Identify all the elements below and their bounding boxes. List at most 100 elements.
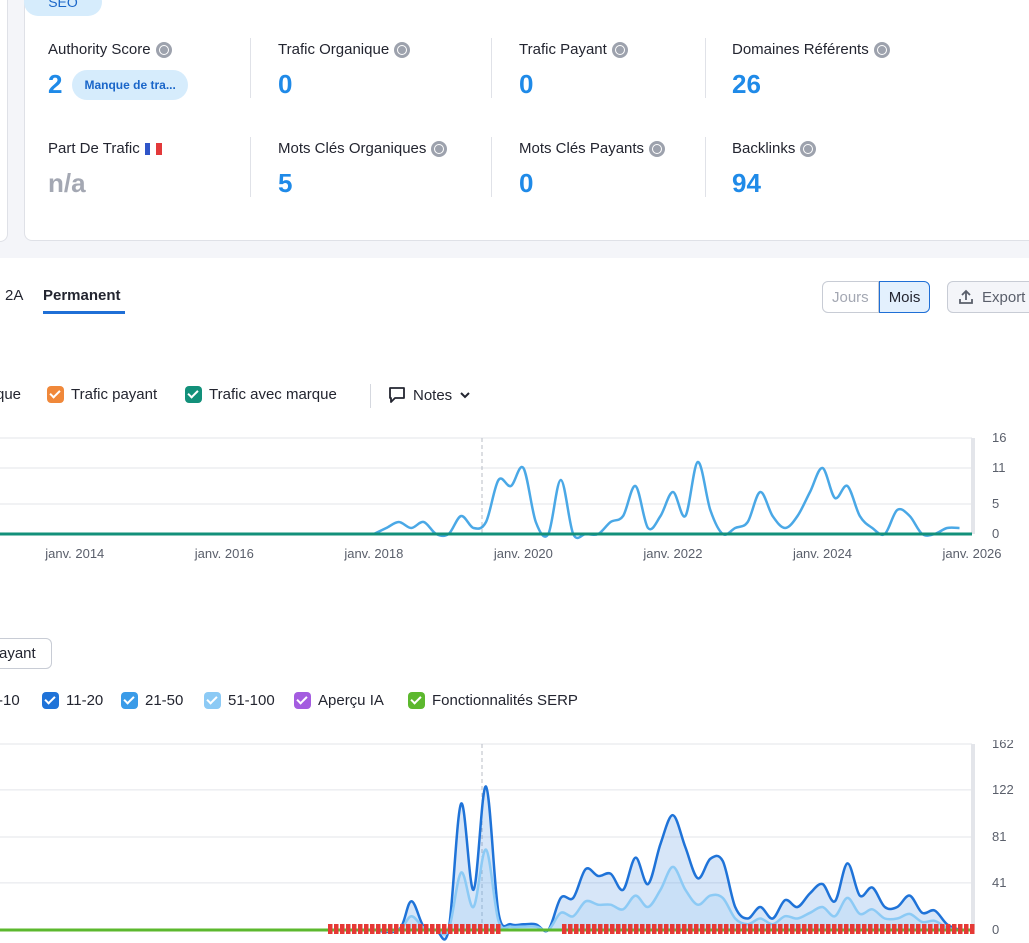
checkbox-icon — [294, 692, 311, 709]
legend-apercu-ia[interactable]: Aperçu IA — [294, 692, 384, 709]
tab-permanent[interactable]: Permanent — [43, 287, 121, 304]
serp-feature-marker — [952, 924, 957, 934]
payant-button[interactable]: ayant — [0, 638, 52, 669]
upload-icon — [959, 289, 973, 304]
serp-feature-marker — [406, 924, 411, 934]
serp-feature-marker — [376, 924, 381, 934]
y-tick-label: 0 — [992, 922, 999, 937]
serp-feature-marker — [814, 924, 819, 934]
legend-trafic-organique[interactable]: que — [0, 386, 21, 403]
legend-trafic-payant[interactable]: Trafic payant — [47, 386, 157, 403]
serp-feature-marker — [592, 924, 597, 934]
serp-feature-marker — [826, 924, 831, 934]
serp-feature-marker — [796, 924, 801, 934]
legend-11-20[interactable]: 11-20 — [42, 692, 103, 709]
serp-feature-marker — [394, 924, 399, 934]
series-area — [373, 849, 960, 935]
serp-feature-marker — [916, 924, 921, 934]
legend-label: 51-100 — [228, 692, 275, 709]
serp-feature-marker — [610, 924, 615, 934]
serp-feature-marker — [682, 924, 687, 934]
serp-feature-marker — [904, 924, 909, 934]
serp-feature-marker — [808, 924, 813, 934]
legend-21-50[interactable]: 21-50 — [121, 692, 183, 709]
metric-trafic-payant[interactable]: Trafic Payant 0 — [519, 41, 628, 100]
serp-feature-marker — [616, 924, 621, 934]
toggle-mois[interactable]: Mois — [878, 281, 931, 313]
serp-feature-marker — [844, 924, 849, 934]
serp-feature-marker — [898, 924, 903, 934]
y-tick-label: 41 — [992, 875, 1006, 890]
serp-feature-marker — [760, 924, 765, 934]
serp-feature-marker — [562, 924, 567, 934]
serp-feature-marker — [856, 924, 861, 934]
globe-icon — [800, 140, 817, 157]
x-tick-label: janv. 2020 — [493, 546, 553, 561]
metric-value: 0 — [519, 168, 534, 198]
export-button[interactable]: Export — [947, 281, 1029, 313]
serp-feature-marker — [424, 924, 429, 934]
tab-2a[interactable]: 2A — [5, 287, 24, 304]
y-tick-label: 5 — [992, 496, 999, 511]
metric-mots-cles-payants[interactable]: Mots Clés Payants 0 — [519, 140, 666, 199]
legend-label: 21-50 — [145, 692, 184, 709]
checkbox-icon — [47, 386, 64, 403]
metric-value: n/a — [48, 168, 86, 198]
serp-feature-marker — [718, 924, 723, 934]
y-tick-label: 81 — [992, 829, 1006, 844]
legend-fonctionnalites-serp[interactable]: Fonctionnalités SERP — [408, 692, 578, 709]
metric-label: Domaines Référents — [732, 41, 869, 58]
notes-label: Notes — [413, 386, 453, 404]
legend-top-10[interactable]: -10 — [0, 692, 20, 709]
serp-feature-marker — [430, 924, 435, 934]
serp-feature-marker — [364, 924, 369, 934]
metric-mots-cles-organiques[interactable]: Mots Clés Organiques 5 — [278, 140, 448, 199]
divider — [250, 137, 251, 197]
metric-backlinks[interactable]: Backlinks 94 — [732, 140, 817, 199]
serp-feature-marker — [496, 924, 501, 934]
toggle-jours[interactable]: Jours — [822, 281, 879, 313]
serp-feature-marker — [388, 924, 393, 934]
serp-feature-marker — [352, 924, 357, 934]
serp-feature-marker — [928, 924, 933, 934]
serp-feature-marker — [880, 924, 885, 934]
serp-feature-marker — [724, 924, 729, 934]
legend-trafic-avec-marque[interactable]: Trafic avec marque — [185, 386, 337, 403]
notes-dropdown[interactable]: Notes — [388, 386, 471, 404]
serp-feature-marker — [940, 924, 945, 934]
metric-authority-score[interactable]: Authority Score 2 Manque de tra... — [48, 41, 188, 100]
serp-feature-marker — [742, 924, 747, 934]
serp-feature-marker — [862, 924, 867, 934]
metric-domaines-referents[interactable]: Domaines Référents 26 — [732, 41, 890, 100]
globe-icon — [873, 41, 890, 58]
keywords-chart: 0 41 81 122 162 — [0, 740, 1014, 941]
x-tick-label: janv. 2014 — [44, 546, 104, 561]
serp-feature-marker — [448, 924, 453, 934]
divider — [491, 137, 492, 197]
legend-label: Fonctionnalités SERP — [432, 692, 578, 709]
metric-trafic-organique[interactable]: Trafic Organique 0 — [278, 41, 411, 100]
y-tick-label: 0 — [992, 526, 999, 541]
serp-feature-marker — [832, 924, 837, 934]
serp-feature-marker — [694, 924, 699, 934]
serp-feature-marker — [706, 924, 711, 934]
serp-feature-marker — [766, 924, 771, 934]
legend-51-100[interactable]: 51-100 — [204, 692, 275, 709]
metric-part-de-trafic[interactable]: Part De Trafic n/a — [48, 140, 162, 199]
metric-label: Mots Clés Payants — [519, 140, 645, 157]
serp-feature-marker — [664, 924, 669, 934]
serp-feature-marker — [466, 924, 471, 934]
seo-pill[interactable]: SEO — [24, 0, 102, 16]
divider — [705, 137, 706, 197]
divider — [370, 384, 371, 408]
serp-feature-marker — [472, 924, 477, 934]
globe-icon — [394, 41, 411, 58]
brand-badge[interactable]: Manque de tra... — [72, 69, 188, 100]
serp-feature-marker — [490, 924, 495, 934]
x-tick-label: janv. 2022 — [642, 546, 702, 561]
serp-feature-marker — [700, 924, 705, 934]
serp-feature-marker — [628, 924, 633, 934]
serp-feature-marker — [580, 924, 585, 934]
checkbox-icon — [42, 692, 59, 709]
serp-feature-marker — [754, 924, 759, 934]
